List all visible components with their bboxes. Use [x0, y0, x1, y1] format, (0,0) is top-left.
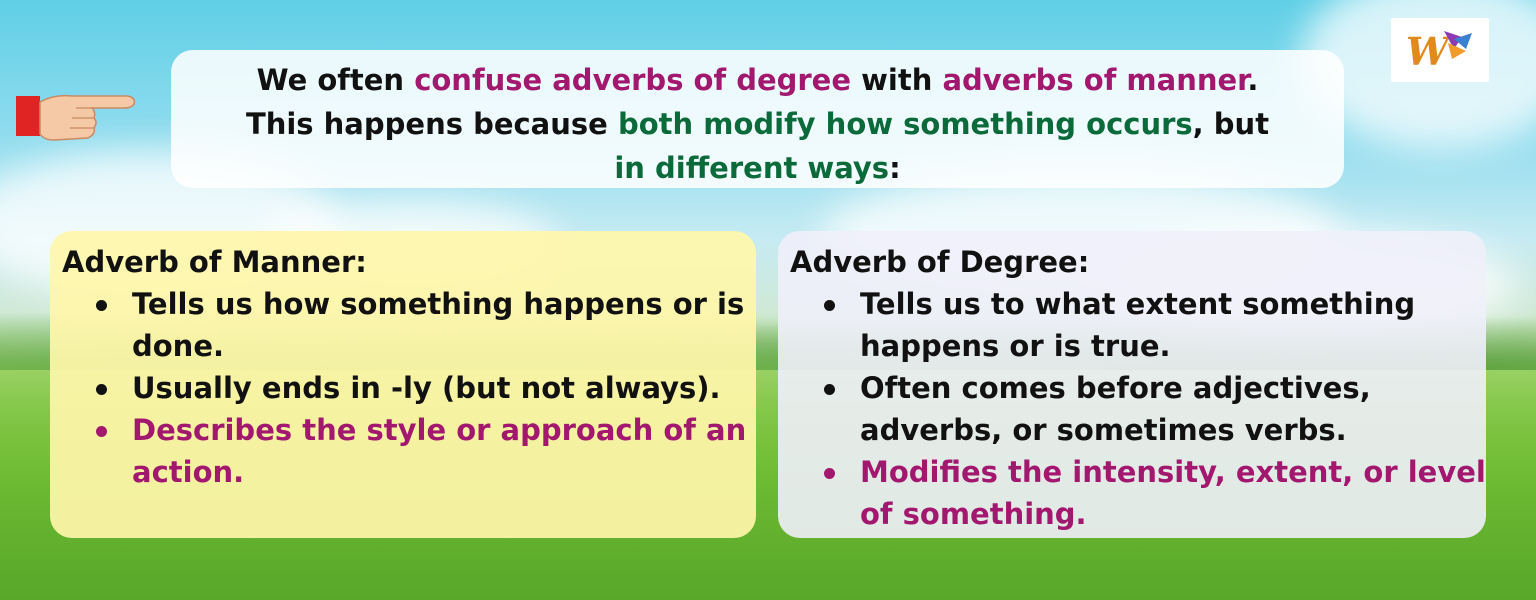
- intro-text: This happens because: [245, 107, 618, 141]
- adverb-of-manner-card: Adverb of Manner: Tells us how something…: [50, 231, 756, 538]
- bullet-icon: [96, 300, 107, 311]
- list-item: Modifies the intensity, extent, or level…: [818, 451, 1486, 535]
- list-item-text: Usually ends in -ly (but not always).: [132, 371, 721, 405]
- pointing-hand-icon: [16, 94, 136, 141]
- highlight-adverbs-of-manner: adverbs of manner: [942, 63, 1248, 97]
- list-item: Tells us how something happens or is don…: [90, 283, 756, 367]
- bullet-icon: [824, 468, 835, 479]
- intro-line-1: We often confuse adverbs of degree with …: [171, 58, 1344, 102]
- list-item-text: Tells us to what extent something happen…: [860, 287, 1416, 363]
- list-item: Describes the style or approach of an ac…: [90, 409, 756, 493]
- highlight-different-ways: in different ways: [614, 151, 890, 185]
- manner-list: Tells us how something happens or is don…: [90, 283, 756, 493]
- adverb-of-degree-card: Adverb of Degree: Tells us to what exten…: [778, 231, 1486, 538]
- intro-text-box: We often confuse adverbs of degree with …: [171, 50, 1344, 188]
- list-item: Usually ends in -ly (but not always).: [90, 367, 756, 409]
- list-item-text: Often comes before adjectives, adverbs, …: [860, 371, 1371, 447]
- highlight-both-modify: both modify how something occurs: [617, 107, 1193, 141]
- intro-text: We often: [256, 63, 415, 97]
- list-item-text: Describes the style or approach of an ac…: [132, 413, 747, 489]
- list-item: Tells us to what extent something happen…: [818, 283, 1486, 367]
- intro-line-2: This happens because both modify how som…: [171, 102, 1344, 146]
- intro-text: :: [889, 151, 901, 185]
- degree-list: Tells us to what extent something happen…: [818, 283, 1486, 535]
- list-item-text: Tells us how something happens or is don…: [132, 287, 745, 363]
- intro-text: with: [851, 63, 943, 97]
- svg-text:W: W: [1406, 29, 1452, 74]
- bullet-icon: [824, 384, 835, 395]
- intro-line-3: in different ways:: [171, 146, 1344, 190]
- list-item: Often comes before adjectives, adverbs, …: [818, 367, 1486, 451]
- intro-text: , but: [1192, 107, 1270, 141]
- w-logo-icon: W: [1406, 29, 1472, 74]
- brand-logo: W: [1391, 18, 1489, 82]
- intro-text: .: [1247, 63, 1259, 97]
- card-title: Adverb of Degree:: [790, 245, 1090, 279]
- bullet-icon: [824, 300, 835, 311]
- card-title: Adverb of Manner:: [62, 245, 367, 279]
- bullet-icon: [96, 384, 107, 395]
- list-item-text: Modifies the intensity, extent, or level…: [860, 455, 1486, 531]
- highlight-confuse-adverbs-of-degree: confuse adverbs of degree: [414, 63, 852, 97]
- bullet-icon: [96, 426, 107, 437]
